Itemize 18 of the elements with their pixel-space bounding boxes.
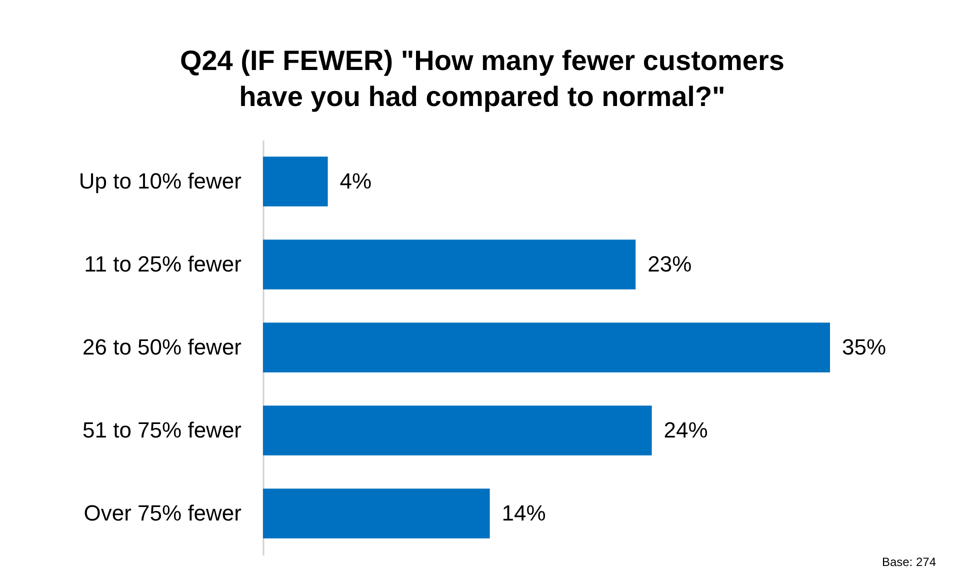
data-label: 35% <box>842 334 886 360</box>
bar <box>263 488 490 538</box>
bar <box>263 156 328 206</box>
text: Q24 (IF FEWER) "How many fewer customers <box>180 45 784 76</box>
text: have you had compared to normal?" <box>239 81 726 112</box>
bar <box>263 240 636 290</box>
y-tick-label: 51 to 75% fewer <box>82 418 242 442</box>
y-tick-label: Up to 10% fewer <box>78 168 242 194</box>
data-label: 23% <box>648 252 692 276</box>
text: Base: 274 <box>882 555 936 569</box>
bar <box>263 406 652 456</box>
data-label: 4% <box>340 168 372 194</box>
y-tick-label: 11 to 25% fewer <box>84 252 242 276</box>
y-tick-label: Over 75% fewer <box>84 500 242 526</box>
y-tick-label: 26 to 50% fewer <box>82 334 242 360</box>
bar <box>263 322 830 372</box>
data-label: 14% <box>502 500 546 526</box>
data-label: 24% <box>664 418 708 442</box>
